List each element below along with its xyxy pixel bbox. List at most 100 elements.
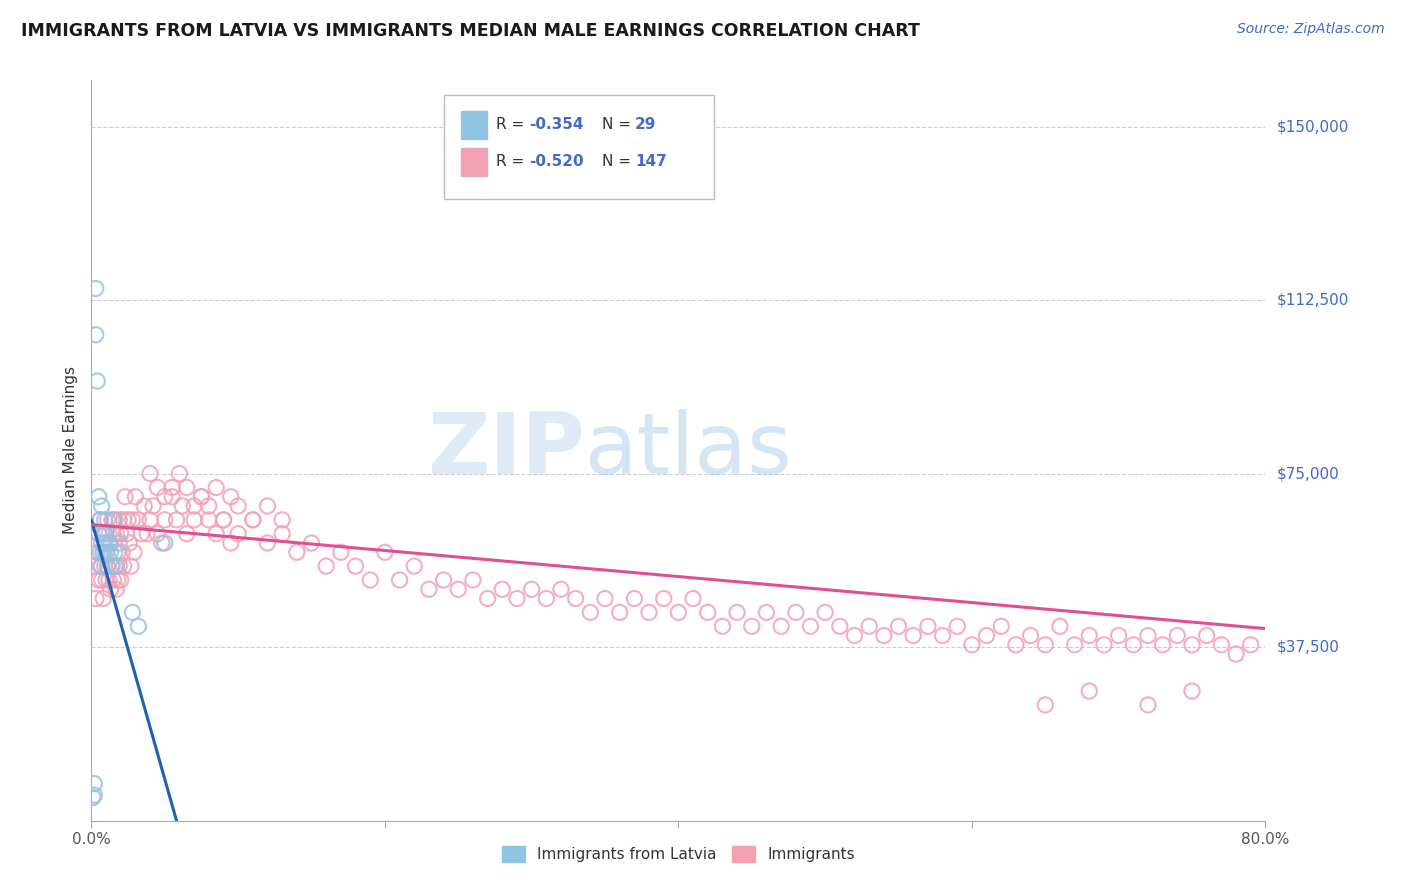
Point [725,606,748,620]
Point [84,281,107,295]
Text: -0.520: -0.520 [529,154,583,169]
Point [593,591,616,606]
Point [139,513,162,527]
Point [118,536,141,550]
Point [197,513,219,527]
Point [87,526,110,541]
Point [111,545,134,559]
Point [477,591,499,606]
Point [1181,684,1204,698]
Point [100,545,122,559]
Point [90,536,112,550]
Point [107,573,129,587]
Point [1108,628,1130,642]
Text: IMMIGRANTS FROM LATVIA VS IMMIGRANTS MEDIAN MALE EARNINGS CORRELATION CHART: IMMIGRANTS FROM LATVIA VS IMMIGRANTS MED… [21,22,920,40]
Y-axis label: Median Male Earnings: Median Male Earnings [63,367,79,534]
Text: $150,000: $150,000 [1277,119,1348,134]
Point [176,526,198,541]
Point [94,526,117,541]
Point [1136,628,1159,642]
Point [183,499,205,513]
Point [160,490,183,504]
Point [110,526,132,541]
Point [858,619,880,633]
FancyBboxPatch shape [461,111,486,139]
Point [226,499,249,513]
Text: 29: 29 [636,117,657,132]
Point [447,582,470,597]
Point [844,628,866,642]
Point [86,545,108,559]
Point [271,513,294,527]
Point [520,582,543,597]
Point [101,559,124,574]
Point [82,790,104,805]
Point [136,526,159,541]
Point [139,467,162,481]
Point [90,573,112,587]
Text: N =: N = [602,154,636,169]
Point [93,526,115,541]
Point [550,582,572,597]
Point [741,619,763,633]
Text: R =: R = [496,117,530,132]
Point [86,374,108,388]
Point [96,513,118,527]
Point [87,573,110,587]
Point [146,480,169,494]
Point [150,536,173,550]
Point [197,499,219,513]
FancyBboxPatch shape [443,95,714,199]
Point [104,545,127,559]
Point [506,591,529,606]
Point [127,619,149,633]
Point [91,545,114,559]
Point [83,776,105,791]
Point [93,536,115,550]
Point [127,513,149,527]
Point [946,619,969,633]
Point [623,591,645,606]
Point [638,606,661,620]
Point [666,606,689,620]
Point [101,513,124,527]
Point [190,490,212,504]
Point [89,545,111,559]
Point [89,513,111,527]
Point [301,536,323,550]
Point [873,628,896,642]
Point [491,582,513,597]
Point [122,545,145,559]
Point [242,513,264,527]
Point [120,559,142,574]
Point [153,536,176,550]
Point [256,499,278,513]
Point [89,513,111,527]
Point [1049,619,1071,633]
Point [579,606,602,620]
Point [329,545,352,559]
Point [1033,698,1056,712]
Point [711,619,734,633]
Point [212,513,235,527]
Point [652,591,675,606]
Point [103,513,125,527]
Point [87,526,110,541]
Point [90,499,112,513]
Point [183,513,205,527]
Point [91,545,114,559]
Point [103,526,125,541]
Point [100,536,122,550]
FancyBboxPatch shape [461,148,486,176]
Point [682,591,704,606]
Point [785,606,807,620]
Point [814,606,837,620]
Text: $112,500: $112,500 [1277,293,1348,308]
Point [121,606,143,620]
Point [931,628,953,642]
Point [89,559,111,574]
Point [990,619,1012,633]
Point [105,559,128,574]
Point [98,573,121,587]
Point [1211,638,1233,652]
